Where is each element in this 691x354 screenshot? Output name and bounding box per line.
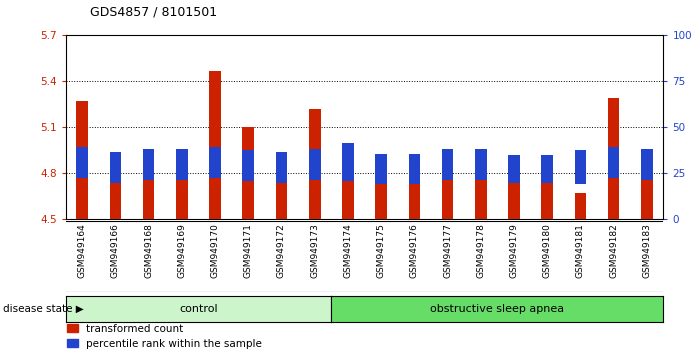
Text: disease state ▶: disease state ▶ [3, 304, 84, 314]
Text: GSM949176: GSM949176 [410, 223, 419, 278]
Bar [77, 147, 88, 178]
Bar [442, 149, 453, 179]
Bar [375, 181, 387, 219]
Bar [475, 166, 486, 219]
Bar [541, 181, 553, 219]
Bar [408, 154, 420, 184]
Bar [209, 71, 221, 219]
Bar [508, 155, 520, 183]
Bar [541, 155, 553, 183]
Bar [375, 154, 387, 184]
Bar [574, 150, 586, 184]
Text: GSM949172: GSM949172 [277, 223, 286, 278]
Bar [641, 149, 652, 179]
Text: GSM949177: GSM949177 [443, 223, 452, 278]
Bar [574, 193, 586, 219]
Bar [309, 149, 321, 179]
Bar [143, 149, 155, 179]
Text: GSM949173: GSM949173 [310, 223, 319, 278]
Text: GSM949174: GSM949174 [343, 223, 352, 278]
Text: GSM949170: GSM949170 [211, 223, 220, 278]
Bar [342, 143, 354, 181]
Legend: transformed count, percentile rank within the sample: transformed count, percentile rank withi… [68, 324, 262, 349]
Bar [143, 161, 155, 219]
Bar [176, 163, 188, 219]
Bar [309, 109, 321, 219]
Text: GSM949180: GSM949180 [542, 223, 551, 278]
Bar [176, 149, 188, 179]
Text: GSM949181: GSM949181 [576, 223, 585, 278]
Bar [110, 169, 121, 219]
Text: GSM949178: GSM949178 [476, 223, 485, 278]
Text: GSM949164: GSM949164 [78, 223, 87, 278]
Bar [475, 149, 486, 179]
Text: GSM949175: GSM949175 [377, 223, 386, 278]
Text: GSM949183: GSM949183 [642, 223, 651, 278]
Bar [508, 181, 520, 219]
Text: GSM949182: GSM949182 [609, 223, 618, 278]
Bar [276, 152, 287, 183]
Text: obstructive sleep apnea: obstructive sleep apnea [430, 304, 565, 314]
Bar [243, 150, 254, 181]
Bar [408, 179, 420, 219]
Bar [209, 147, 221, 178]
Text: GSM949166: GSM949166 [111, 223, 120, 278]
Bar [342, 169, 354, 219]
Bar [608, 98, 619, 219]
Bar [641, 166, 652, 219]
Bar [77, 101, 88, 219]
Text: GDS4857 / 8101501: GDS4857 / 8101501 [90, 5, 217, 18]
Text: GSM949168: GSM949168 [144, 223, 153, 278]
Bar [608, 147, 619, 178]
Text: GSM949169: GSM949169 [178, 223, 187, 278]
Text: GSM949171: GSM949171 [244, 223, 253, 278]
Text: GSM949179: GSM949179 [509, 223, 518, 278]
Bar [110, 152, 121, 183]
Bar [442, 163, 453, 219]
Bar [276, 170, 287, 219]
Bar [243, 127, 254, 219]
Text: control: control [179, 304, 218, 314]
